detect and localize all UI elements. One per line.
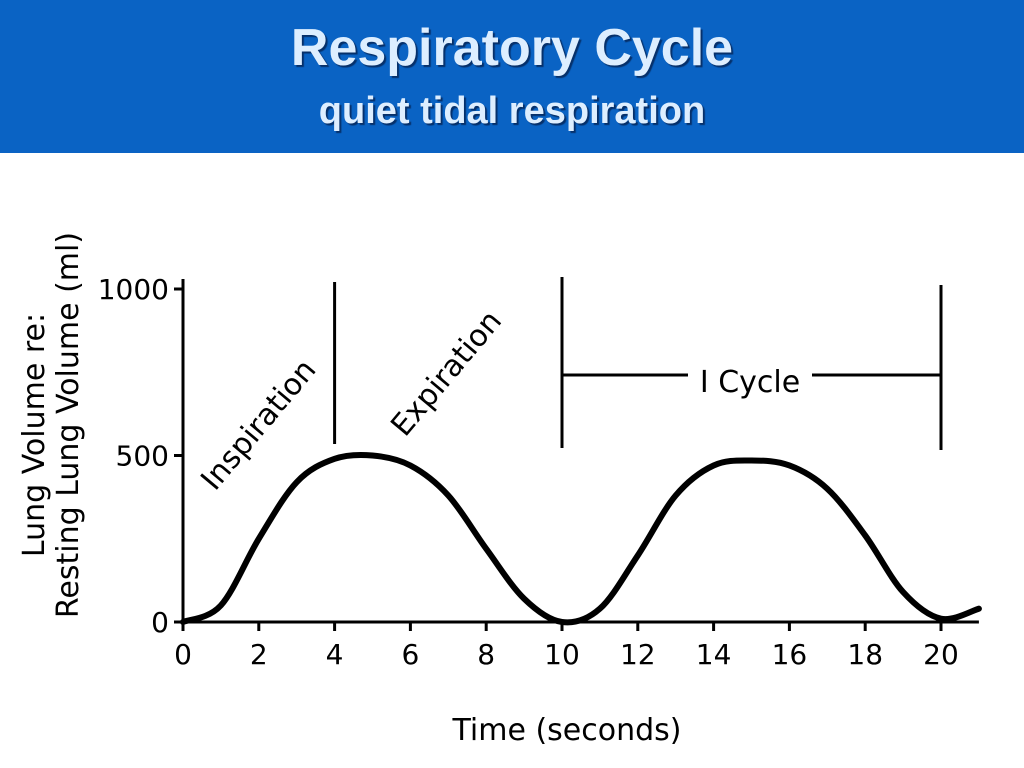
- cycle-label: I Cycle: [700, 365, 800, 400]
- x-tick-label: 10: [544, 638, 580, 671]
- x-tick-label: 4: [326, 638, 344, 671]
- cycle-label-bg: [688, 362, 812, 396]
- x-tick-label: 2: [250, 638, 268, 671]
- x-tick-label: 20: [923, 638, 959, 671]
- x-tick-label: 0: [174, 638, 192, 671]
- x-tick-label: 14: [696, 638, 732, 671]
- chart-axes: 0 2 4 6 8 10 12 14 16 18 20 0 500 1000: [98, 273, 979, 671]
- y-axis-title-line1: Lung Volume re:: [17, 313, 52, 557]
- chart-marks: [180, 277, 982, 626]
- x-tick-label: 8: [477, 638, 495, 671]
- x-tick-label: 18: [847, 638, 883, 671]
- x-tick-label: 16: [772, 638, 808, 671]
- volume-curve: [180, 451, 982, 626]
- page-title: Respiratory Cycle: [290, 19, 734, 77]
- y-tick-label: 500: [116, 440, 169, 473]
- x-axis-title: Time (seconds): [452, 713, 682, 748]
- title-banner: [0, 0, 1024, 153]
- page-subtitle: quiet tidal respiration: [318, 90, 706, 132]
- x-tick-label: 12: [620, 638, 656, 671]
- y-axis-title-line2: Resting Lung Volume (ml): [51, 232, 86, 618]
- y-tick-label: 0: [151, 606, 169, 639]
- x-tick-label: 6: [401, 638, 419, 671]
- expiration-label: Expiration: [384, 304, 509, 443]
- y-tick-label: 1000: [98, 273, 169, 306]
